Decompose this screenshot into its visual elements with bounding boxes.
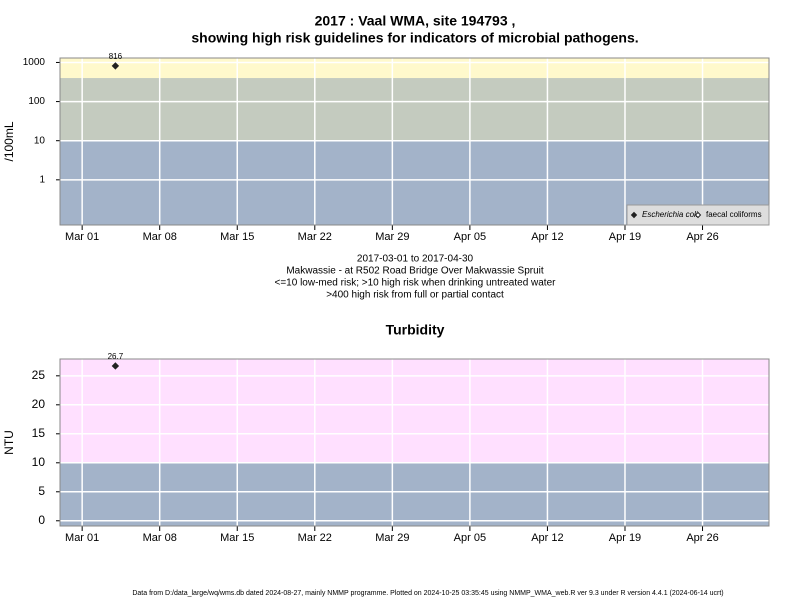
x-tick-label: Apr 19 — [609, 231, 641, 243]
legend-marker — [694, 211, 702, 219]
x-tick-label: Apr 05 — [454, 532, 486, 544]
y-tick-label: 25 — [32, 368, 46, 382]
x-tick-label: Mar 29 — [375, 231, 409, 243]
x-tick-label: Mar 15 — [220, 231, 254, 243]
x-tick-label: Mar 08 — [143, 532, 177, 544]
plot-frame — [59, 358, 770, 527]
chart-title: Turbidity — [386, 322, 445, 338]
y-tick-label: 20 — [32, 397, 46, 411]
x-tick-label: Mar 22 — [298, 231, 332, 243]
legend-label: Escherichia coli — [642, 210, 698, 219]
x-tick-label: Mar 22 — [298, 532, 332, 544]
data-point — [111, 62, 120, 70]
risk-band — [60, 462, 769, 526]
data-label: 26.7 — [108, 352, 124, 361]
risk-band — [60, 359, 769, 463]
legend-marker — [630, 211, 638, 219]
data-label: 816 — [109, 52, 123, 61]
title-line: 2017 : Vaal WMA, site 194793 , — [315, 13, 516, 29]
risk-band — [60, 58, 769, 79]
x-tick-label: Mar 29 — [375, 532, 409, 544]
footer: Data from D:/data_large/wq/wms.db dated … — [132, 590, 723, 597]
chart-note: >400 high risk from full or partial cont… — [326, 290, 504, 301]
x-tick-label: Apr 12 — [531, 231, 563, 243]
chart-note: <=10 low-med risk; >10 high risk when dr… — [275, 278, 557, 289]
plot-frame — [59, 57, 770, 226]
y-tick-label: 5 — [38, 484, 45, 498]
y-tick-label: 100 — [28, 96, 45, 107]
x-tick-label: Apr 19 — [609, 532, 641, 544]
x-tick-label: Mar 15 — [220, 532, 254, 544]
y-tick-label: 10 — [32, 455, 46, 469]
chart-note: Makwassie - at R502 Road Bridge Over Mak… — [286, 266, 544, 277]
y-tick-label: 10 — [34, 135, 46, 146]
y-tick-label: 1 — [39, 174, 45, 185]
y-tick-label: 15 — [32, 426, 46, 440]
y-axis-label: /100mL — [2, 121, 16, 161]
y-axis-label: NTU — [2, 430, 16, 455]
legend-label: faecal coliforms — [706, 210, 762, 219]
title-line: showing high risk guidelines for indicat… — [191, 30, 638, 46]
chart-note: 2017-03-01 to 2017-04-30 — [357, 254, 474, 265]
x-tick-label: Apr 05 — [454, 231, 486, 243]
x-tick-label: Apr 12 — [531, 532, 563, 544]
y-tick-label: 1000 — [23, 57, 46, 68]
x-tick-label: Mar 01 — [65, 532, 99, 544]
data-point — [111, 362, 120, 370]
y-tick-label: 0 — [38, 513, 45, 527]
x-tick-label: Apr 26 — [686, 532, 718, 544]
x-tick-label: Mar 01 — [65, 231, 99, 243]
x-tick-label: Mar 08 — [143, 231, 177, 243]
risk-band — [60, 78, 769, 141]
x-tick-label: Apr 26 — [686, 231, 718, 243]
